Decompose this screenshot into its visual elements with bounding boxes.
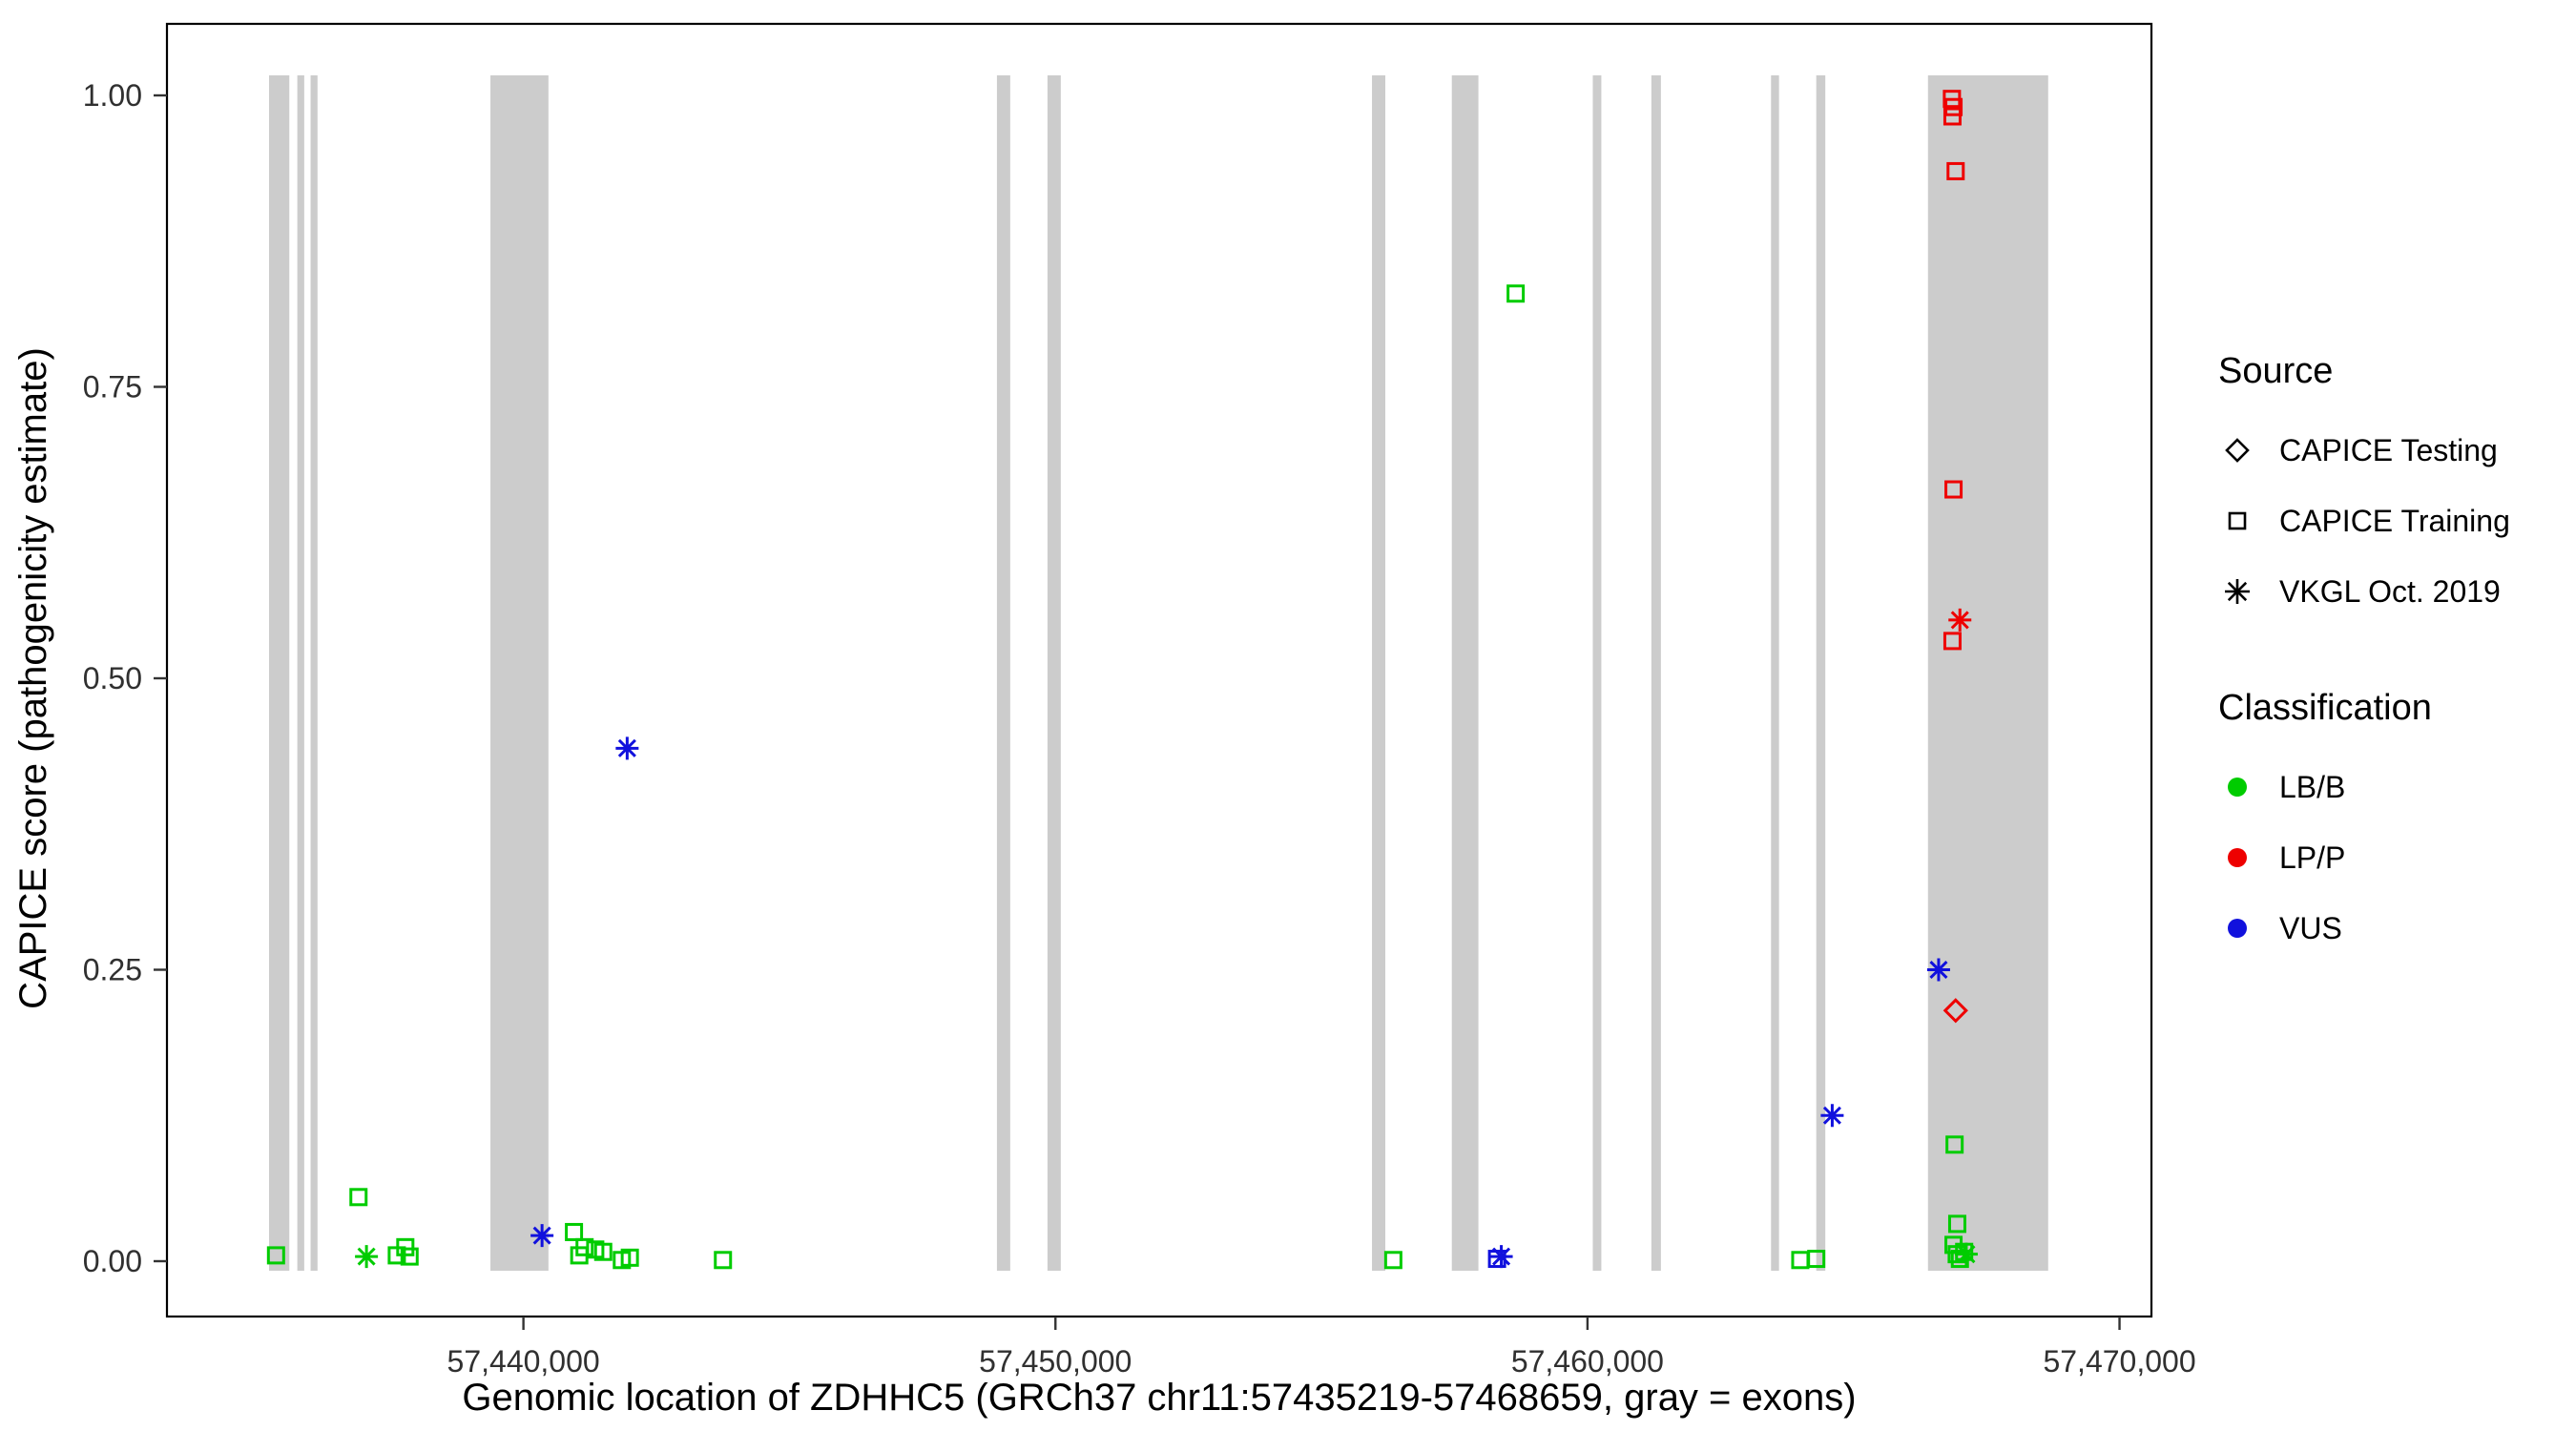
data-point-square — [1506, 284, 1526, 303]
blue-dot-icon — [2218, 909, 2256, 947]
red-dot-icon — [2218, 839, 2256, 877]
legend-item-vus: VUS — [2218, 893, 2510, 964]
data-point-square — [1955, 1242, 1974, 1261]
legend: Source CAPICE Testing CAPICE Training — [2218, 351, 2510, 964]
data-point-square — [349, 1188, 368, 1207]
x-axis-title: Genomic location of ZDHHC5 (GRCh37 chr11… — [462, 1377, 1856, 1419]
data-point-square — [1944, 480, 1963, 499]
exon-band — [1816, 75, 1826, 1271]
data-point-square — [1942, 107, 1962, 126]
legend-item-lpp: LP/P — [2218, 822, 2510, 893]
exon-band — [996, 75, 1010, 1271]
data-point-asterisk — [615, 736, 639, 760]
legend-item-capice-training: CAPICE Training — [2218, 486, 2510, 556]
legend-item-label: CAPICE Training — [2279, 503, 2510, 538]
data-point-square — [396, 1237, 415, 1256]
legend-item-label: LP/P — [2279, 840, 2346, 875]
exon-band — [490, 75, 549, 1271]
data-point-asterisk — [1948, 608, 1972, 632]
x-tick-label: 57,460,000 — [1511, 1344, 1664, 1379]
legend-source-group: Source CAPICE Testing CAPICE Training — [2218, 351, 2510, 627]
data-point-square — [1946, 161, 1965, 180]
exon-band — [1451, 75, 1479, 1271]
legend-item-label: VKGL Oct. 2019 — [2279, 573, 2501, 609]
legend-item-lbb: LB/B — [2218, 752, 2510, 822]
legend-source-title: Source — [2218, 351, 2334, 391]
legend-item-capice-testing: CAPICE Testing — [2218, 415, 2510, 486]
y-tick-label: 0.00 — [83, 1244, 142, 1278]
x-tick-label: 57,470,000 — [2043, 1344, 2195, 1379]
legend-classification-title: Classification — [2218, 688, 2432, 728]
exon-band — [1651, 75, 1661, 1271]
data-point-square — [714, 1251, 733, 1270]
data-point-square — [1944, 97, 1963, 116]
data-point-square — [593, 1242, 613, 1261]
square-icon — [2218, 502, 2256, 540]
data-point-asterisk — [355, 1245, 379, 1269]
data-point-asterisk — [530, 1224, 554, 1248]
exon-band — [1771, 75, 1779, 1271]
y-tick-label: 0.25 — [83, 953, 142, 987]
data-point-asterisk — [1820, 1104, 1844, 1128]
data-point-asterisk — [1489, 1245, 1513, 1269]
exon-band — [269, 75, 290, 1271]
plot-panel-border — [165, 22, 2153, 1318]
y-axis-title: CAPICE score (pathogenicity estimate) — [12, 347, 54, 1009]
data-point-square — [1807, 1250, 1826, 1269]
y-tick-label: 0.50 — [83, 661, 142, 695]
exon-band — [1372, 75, 1385, 1271]
y-tick-label: 1.00 — [83, 78, 142, 113]
data-point-square — [1945, 1135, 1964, 1154]
y-tick-label: 0.75 — [83, 370, 142, 404]
green-dot-icon — [2218, 768, 2256, 806]
asterisk-icon — [2218, 572, 2256, 611]
data-point-square — [400, 1247, 419, 1266]
data-point-square — [575, 1237, 594, 1256]
data-point-square — [620, 1248, 639, 1267]
exon-band — [1592, 75, 1602, 1271]
legend-item-label: VUS — [2279, 910, 2342, 945]
exon-band — [310, 75, 318, 1271]
data-point-square — [266, 1246, 285, 1265]
legend-item-label: CAPICE Testing — [2279, 432, 2498, 467]
data-point-square — [1791, 1251, 1810, 1270]
data-point-square — [565, 1222, 584, 1241]
data-point-asterisk — [1954, 1242, 1978, 1266]
data-point-asterisk — [1926, 958, 1950, 982]
data-point-square — [1942, 632, 1962, 651]
data-point-diamond — [1942, 998, 1968, 1024]
data-point-square — [1947, 1214, 1966, 1234]
x-tick-label: 57,450,000 — [979, 1344, 1132, 1379]
exon-band — [1927, 75, 2048, 1271]
exon-band — [1047, 75, 1061, 1271]
x-tick-label: 57,440,000 — [447, 1344, 600, 1379]
data-point-square — [1383, 1251, 1402, 1270]
legend-classification-group: Classification LB/B LP/P — [2218, 688, 2510, 964]
diamond-icon — [2218, 431, 2256, 469]
legend-item-vkgl: VKGL Oct. 2019 — [2218, 556, 2510, 627]
exon-band — [297, 75, 304, 1271]
legend-item-label: LB/B — [2279, 769, 2346, 804]
